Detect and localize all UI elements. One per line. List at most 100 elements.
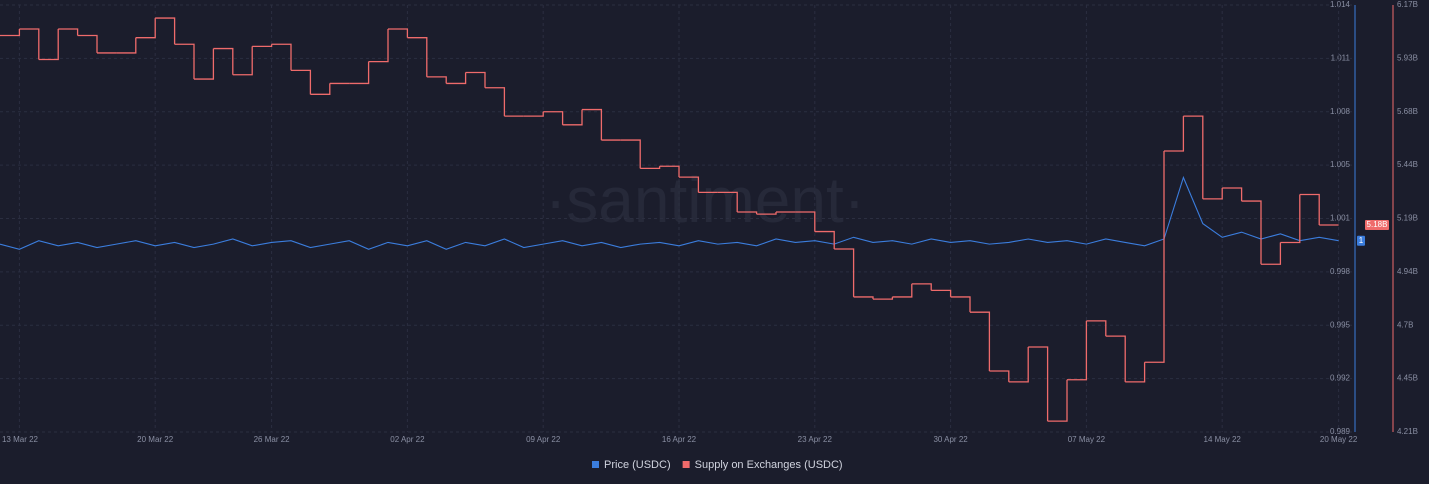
last-value-label: 5.18B (1367, 220, 1388, 229)
supply-step (620, 139, 641, 169)
legend-swatch (592, 461, 599, 468)
x-tick-label: 07 May 22 (1068, 435, 1106, 444)
supply-step (446, 72, 467, 85)
legend-label: Supply on Exchanges (USDC) (695, 459, 843, 471)
supply-step (756, 211, 777, 215)
supply-step (19, 28, 40, 60)
y2-tick-label: 5.68B (1397, 107, 1418, 116)
supply-step (562, 109, 583, 126)
supply-step (1086, 320, 1107, 337)
legend-label: Price (USDC) (604, 459, 671, 471)
supply-step (1241, 200, 1262, 265)
supply-step (873, 296, 894, 300)
supply-step (931, 289, 952, 297)
supply-step (543, 111, 564, 125)
supply-step (1222, 187, 1243, 202)
x-tick-label: 09 Apr 22 (526, 435, 561, 444)
supply-step (0, 28, 21, 37)
supply-step (659, 165, 680, 178)
supply-step (970, 311, 991, 371)
supply-step (523, 111, 544, 117)
y2-tick-label: 4.45B (1397, 374, 1418, 383)
y-tick-label: 1.008 (1330, 107, 1351, 116)
y-tick-label: 0.998 (1330, 267, 1351, 276)
supply-step (679, 176, 700, 193)
supply-step (892, 283, 913, 298)
supply-step (795, 211, 816, 232)
supply-step (135, 18, 156, 39)
y-tick-label: 1.011 (1331, 53, 1351, 62)
supply-step (155, 17, 176, 45)
y-tick-label: 0.989 (1330, 427, 1351, 436)
supply-step (77, 34, 98, 53)
supply-step (737, 211, 758, 215)
y2-tick-label: 4.94B (1397, 267, 1418, 276)
supply-step (1144, 150, 1165, 363)
supply-step (834, 248, 855, 297)
y-tick-label: 0.995 (1330, 320, 1351, 329)
supply-step (950, 296, 971, 313)
supply-step (58, 28, 79, 36)
y2-tick-label: 4.21B (1397, 427, 1418, 436)
supply-step (194, 48, 215, 80)
supply-step (1280, 194, 1301, 244)
supply-step (252, 44, 273, 48)
last-value-badge (1365, 220, 1389, 231)
supply-step (116, 37, 137, 54)
supply-step (1183, 115, 1204, 199)
supply-step (853, 296, 874, 300)
supply-step (1028, 346, 1049, 422)
y2-tick-label: 5.93B (1397, 53, 1418, 62)
price-line (0, 175, 1339, 250)
supply-step (1067, 320, 1088, 381)
supply-step (349, 61, 370, 85)
last-value-label: 1 (1359, 236, 1364, 245)
legend-swatch (682, 461, 690, 468)
x-tick-label: 20 Mar 22 (137, 435, 174, 444)
y-tick-label: 1.005 (1330, 160, 1351, 169)
supply-step (38, 28, 59, 61)
x-tick-label: 23 Apr 22 (798, 435, 833, 444)
supply-step (407, 37, 428, 77)
supply-step (1299, 193, 1320, 226)
x-tick-label: 16 Apr 22 (662, 435, 697, 444)
supply-step (1164, 116, 1185, 152)
x-tick-label: 02 Apr 22 (390, 435, 425, 444)
y2-tick-label: 6.17B (1397, 0, 1418, 9)
supply-step (814, 230, 835, 249)
supply-step (1105, 335, 1126, 382)
x-tick-label: 30 Apr 22 (933, 435, 968, 444)
supply-step (426, 76, 447, 84)
supply-step (485, 87, 506, 117)
supply-step (640, 166, 661, 170)
supply-step (213, 47, 234, 75)
supply-step (1125, 362, 1146, 383)
supply-step (1261, 242, 1282, 265)
supply-step (1008, 347, 1029, 383)
y2-tick-label: 4.7B (1397, 320, 1413, 329)
y-tick-label: 1.014 (1330, 0, 1351, 9)
supply-step (465, 71, 486, 88)
supply-step (232, 46, 253, 76)
supply-step (310, 83, 331, 95)
x-tick-label: 26 Mar 22 (254, 435, 291, 444)
x-tick-label: 20 May 22 (1320, 435, 1358, 444)
x-tick-label: 13 Mar 22 (2, 435, 39, 444)
supply-step (911, 283, 932, 291)
y2-tick-label: 5.44B (1397, 160, 1418, 169)
supply-step (1202, 188, 1223, 200)
last-value-badge (1357, 235, 1365, 246)
x-tick-label: 14 May 22 (1204, 435, 1242, 444)
y-tick-label: 1.001 (1330, 214, 1351, 223)
supply-step (271, 43, 292, 71)
y-tick-label: 0.992 (1330, 374, 1351, 383)
y2-tick-label: 5.19B (1397, 214, 1418, 223)
supply-step (1047, 379, 1068, 422)
supply-step (388, 28, 409, 38)
supply-step (174, 43, 195, 80)
supply-step (989, 370, 1010, 382)
supply-step (291, 69, 312, 95)
watermark: ·santiment· (545, 164, 865, 236)
supply-step (582, 108, 603, 141)
